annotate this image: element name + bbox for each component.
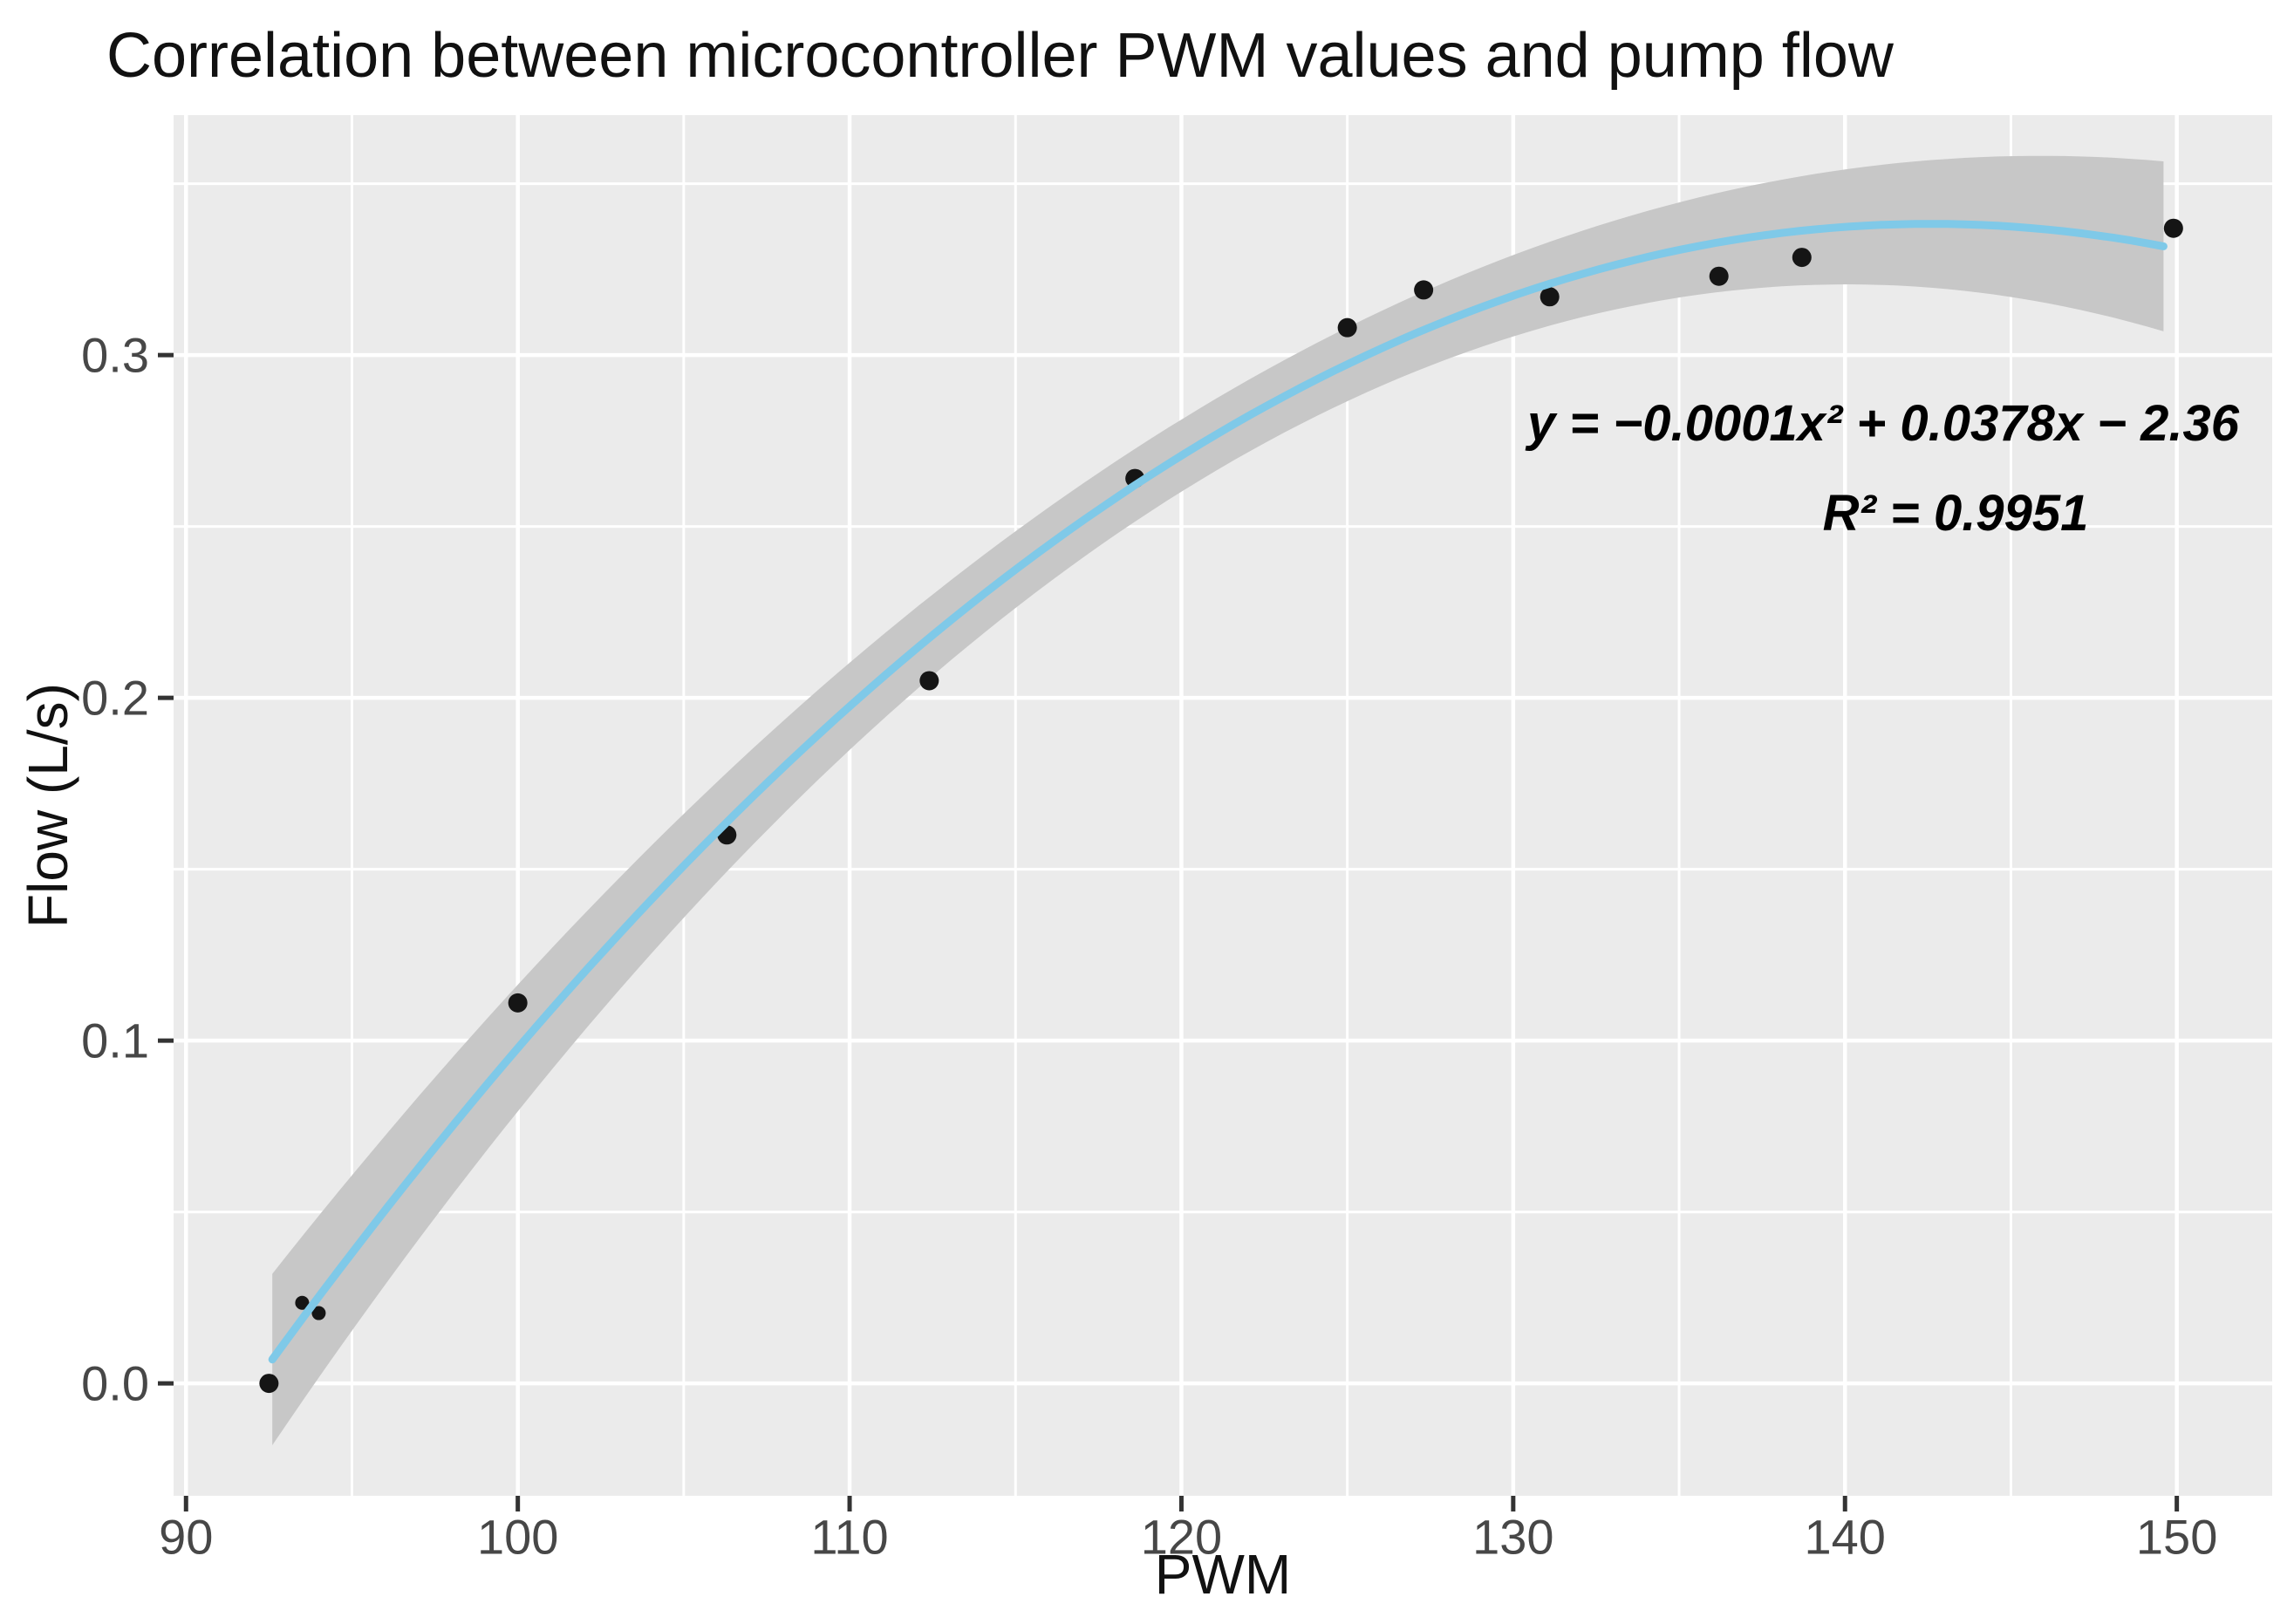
x-tick-label: 130	[1472, 1510, 1553, 1565]
data-point	[2163, 218, 2183, 238]
x-tick-label: 100	[477, 1510, 558, 1565]
data-point	[259, 1374, 279, 1394]
x-tick-label: 110	[810, 1510, 888, 1565]
fit-equation-label: y = −0.0001x² + 0.0378x − 2.36	[1525, 395, 2240, 452]
chart-title: Correlation between microcontroller PWM …	[106, 21, 1895, 91]
axes: 90 100 110 120 130 140 150 0.0 0.1 0.2 0.3	[81, 328, 2217, 1565]
data-point	[295, 1295, 310, 1310]
y-tick-label: 0.1	[81, 1013, 149, 1068]
data-point	[919, 671, 939, 691]
y-tick-label: 0.0	[81, 1356, 149, 1411]
r-squared-label: R² = 0.9951	[1823, 485, 2089, 542]
plot-panel	[174, 115, 2272, 1496]
data-point	[1337, 317, 1357, 338]
confidence-ribbon	[272, 155, 2164, 1446]
data-point	[508, 993, 528, 1013]
x-tick-label: 120	[1141, 1510, 1222, 1565]
data-point	[1792, 248, 1812, 268]
x-tick-label: 140	[1805, 1510, 1886, 1565]
data-point	[1414, 280, 1434, 300]
smooth-fit-line	[268, 220, 2168, 1364]
y-tick-label: 0.3	[81, 328, 149, 383]
y-tick-label: 0.2	[81, 671, 149, 726]
x-tick-label: 90	[159, 1510, 213, 1565]
x-axis-title: PWM	[1155, 1543, 1291, 1606]
data-point	[1540, 287, 1560, 307]
y-axis-title: Flow (L/s)	[17, 683, 79, 928]
data-point	[1709, 266, 1729, 286]
data-point	[311, 1306, 326, 1320]
x-tick-label: 150	[2136, 1510, 2217, 1565]
